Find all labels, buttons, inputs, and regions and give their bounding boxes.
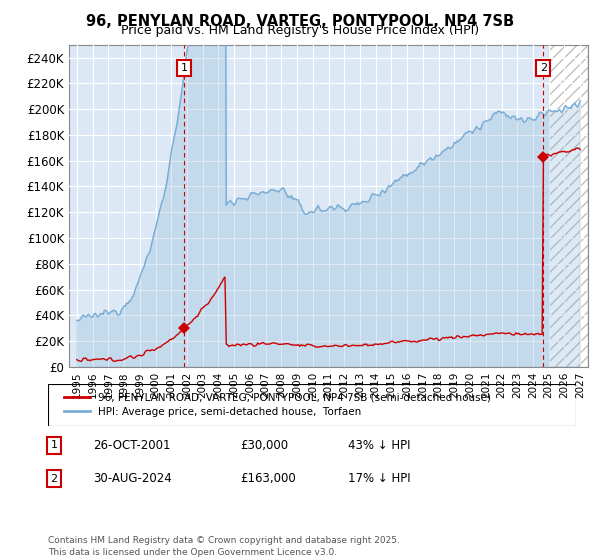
Text: 2: 2	[50, 474, 58, 484]
Text: Contains HM Land Registry data © Crown copyright and database right 2025.
This d: Contains HM Land Registry data © Crown c…	[48, 536, 400, 557]
Text: £163,000: £163,000	[240, 472, 296, 486]
Text: 1: 1	[50, 440, 58, 450]
Text: £30,000: £30,000	[240, 438, 288, 452]
Text: Price paid vs. HM Land Registry's House Price Index (HPI): Price paid vs. HM Land Registry's House …	[121, 24, 479, 37]
Text: 26-OCT-2001: 26-OCT-2001	[93, 438, 170, 452]
Text: 1: 1	[181, 63, 188, 73]
Text: 96, PENYLAN ROAD, VARTEG, PONTYPOOL, NP4 7SB: 96, PENYLAN ROAD, VARTEG, PONTYPOOL, NP4…	[86, 14, 514, 29]
Text: 43% ↓ HPI: 43% ↓ HPI	[348, 438, 410, 452]
Text: 17% ↓ HPI: 17% ↓ HPI	[348, 472, 410, 486]
Text: 30-AUG-2024: 30-AUG-2024	[93, 472, 172, 486]
Text: 2: 2	[540, 63, 547, 73]
Legend: 96, PENYLAN ROAD, VARTEG, PONTYPOOL, NP4 7SB (semi-detached house), HPI: Average: 96, PENYLAN ROAD, VARTEG, PONTYPOOL, NP4…	[64, 393, 491, 417]
